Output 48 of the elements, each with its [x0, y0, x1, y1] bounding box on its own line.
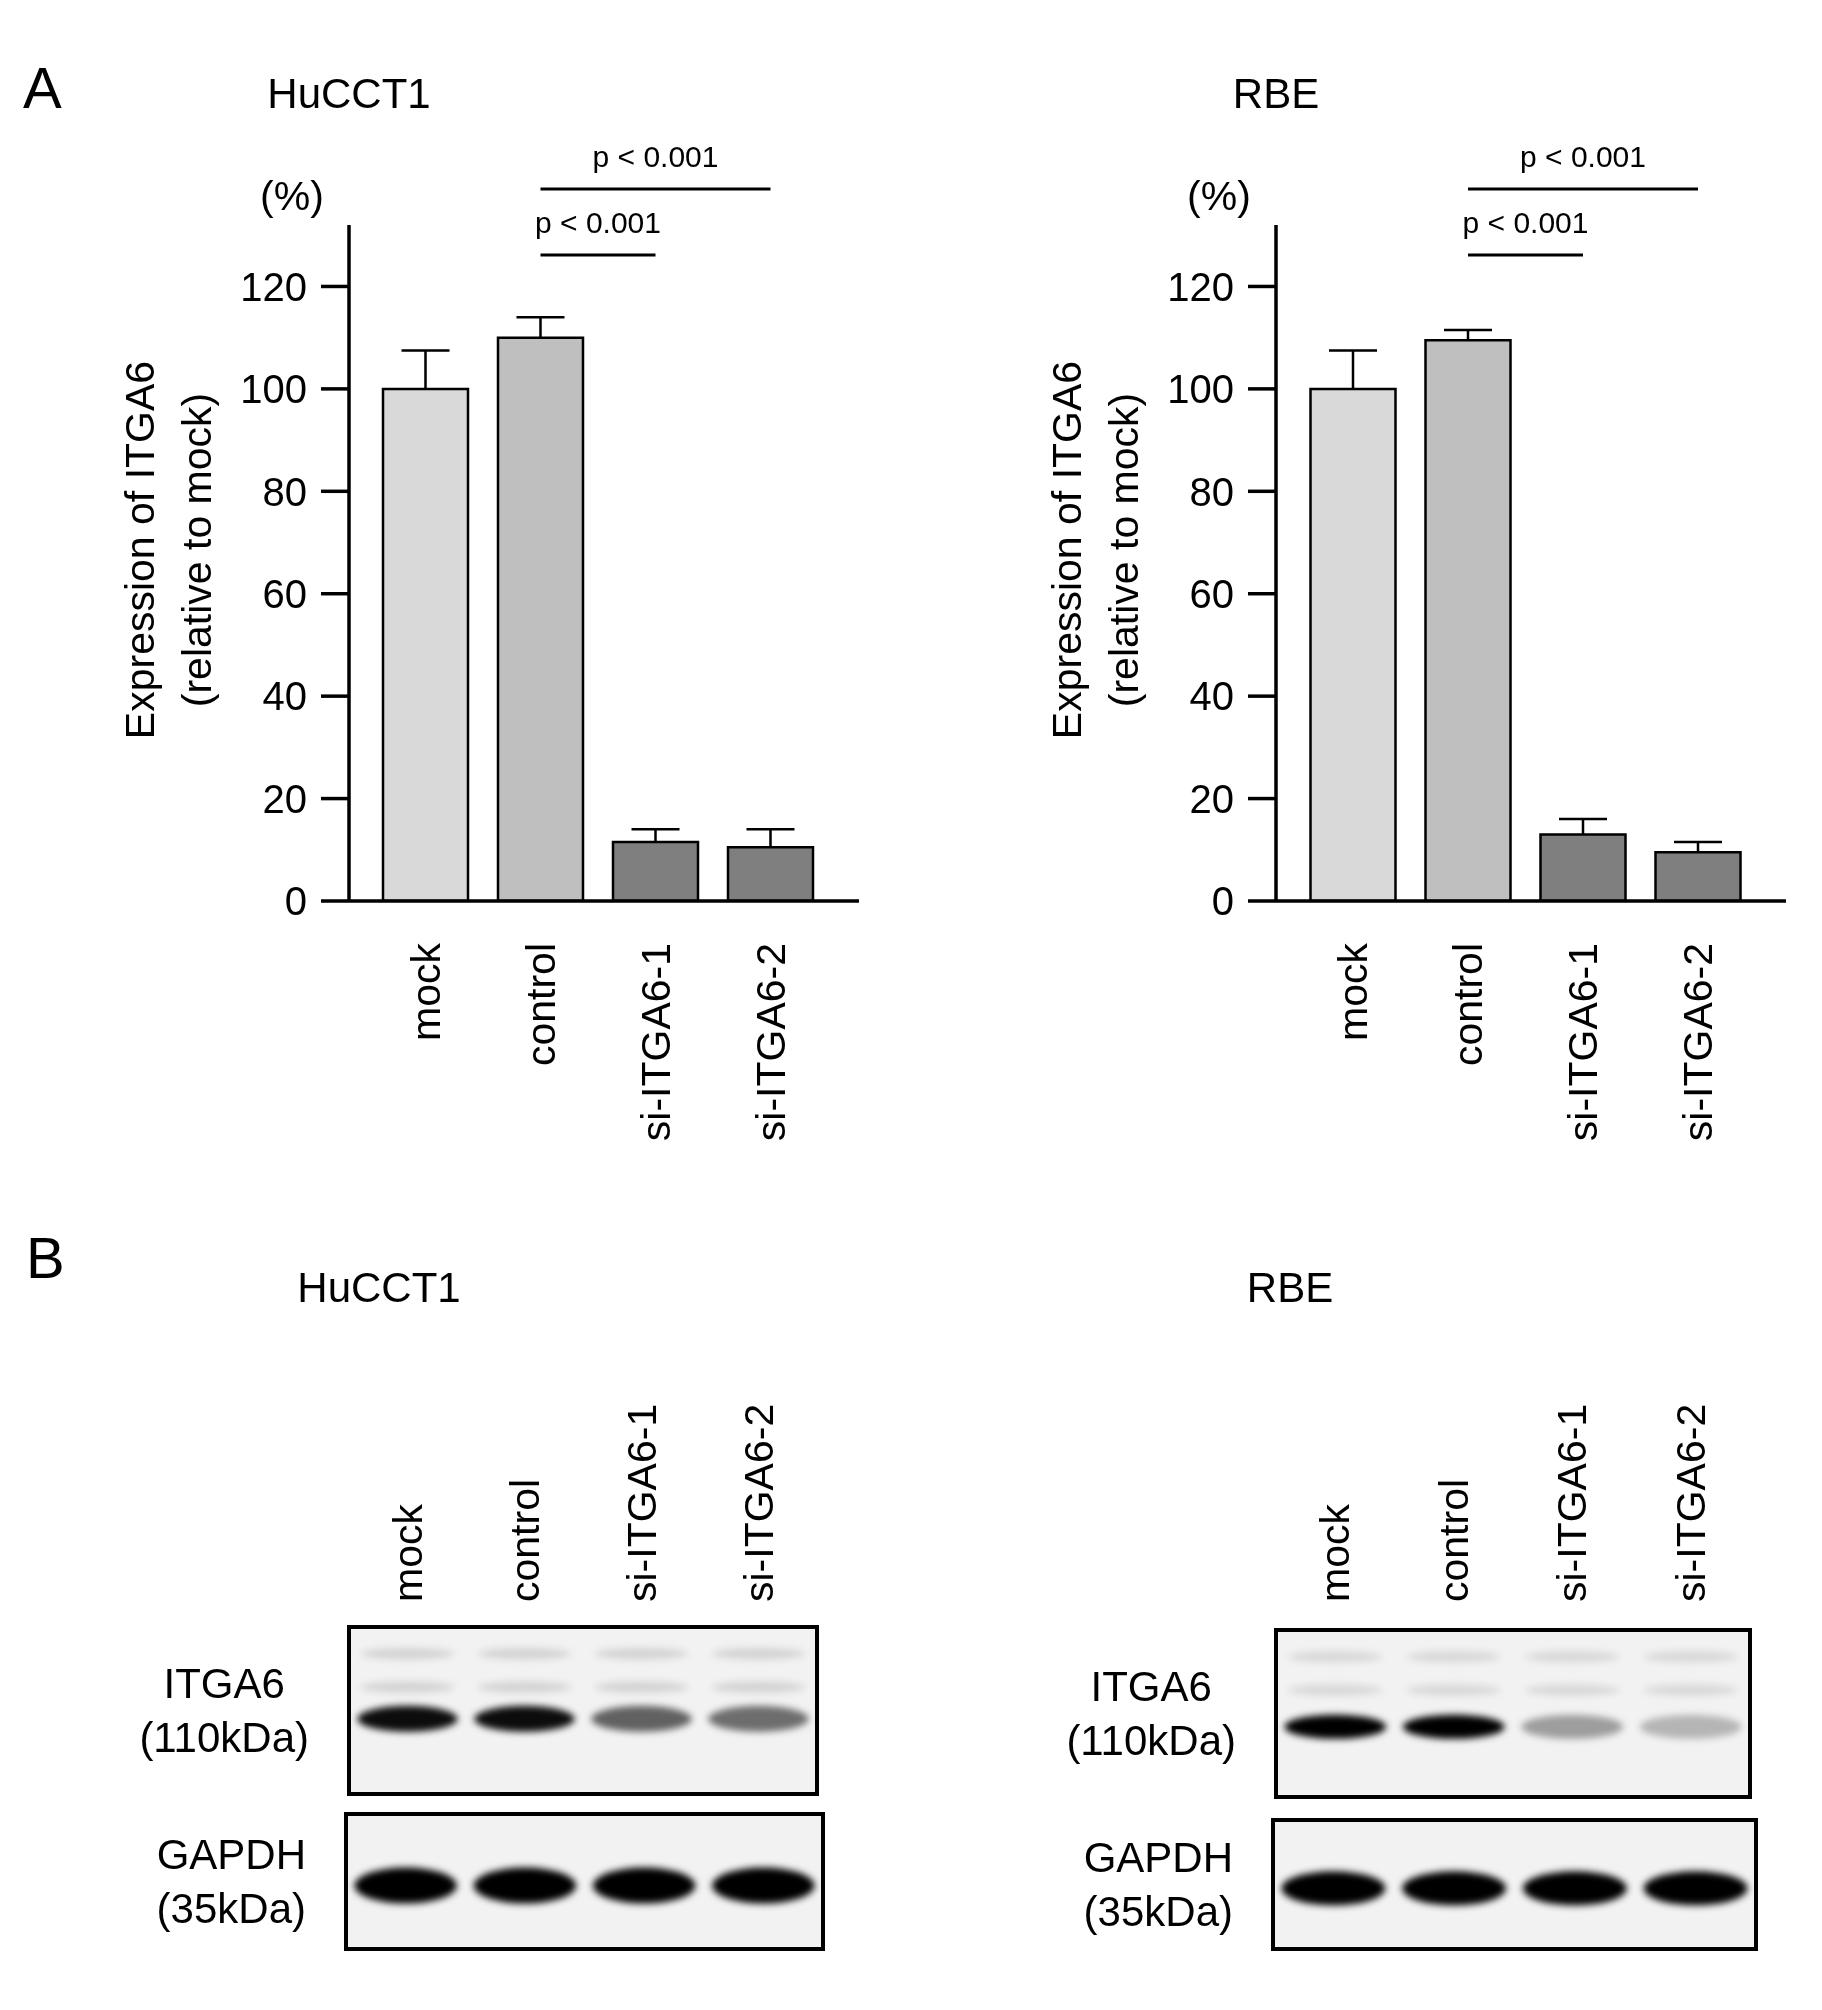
x-tick-label: si-ITGA6-2 [747, 943, 794, 1142]
y-tick-label: 20 [1189, 776, 1234, 821]
y-tick-label: 20 [262, 776, 307, 821]
category-label: si-ITGA6-1 [1549, 1403, 1596, 1602]
x-tick-label: si-ITGA6-2 [1675, 943, 1721, 1142]
category-label: si-ITGA6-1 [618, 1403, 665, 1602]
y-tick-label: 100 [240, 367, 307, 412]
x-tick-label: control [517, 943, 564, 1067]
x-tick-label: si-ITGA6-1 [1560, 943, 1606, 1142]
y-tick-label: 120 [1167, 264, 1234, 309]
chart-title: HuCCT1 [267, 69, 431, 117]
text: ITGA6 (110kDa) [139, 1658, 309, 1763]
category-label: control [501, 1478, 548, 1602]
text: RBE [1246, 1263, 1334, 1311]
y-tick-label: 80 [262, 469, 307, 514]
y-tick-label: 0 [284, 879, 307, 924]
x-tick-label: mock [402, 942, 449, 1041]
text: (%) [260, 173, 324, 219]
text: p < 0.001 [1520, 139, 1646, 173]
text: p < 0.001 [592, 139, 719, 173]
y-tick-label: 120 [240, 264, 307, 309]
category-label: si-ITGA6-2 [1667, 1403, 1714, 1602]
y-tick-label: 40 [1189, 674, 1234, 719]
y-axis-title: Expression of ITGA6 (relative to mock) [116, 360, 220, 740]
annotation: p < 0.001 [535, 205, 661, 239]
text: HuCCT1 [297, 1263, 461, 1311]
category-label: si-ITGA6-2 [735, 1403, 782, 1602]
y-tick-label: 80 [1189, 469, 1234, 514]
x-tick-label: si-ITGA6-1 [632, 943, 679, 1142]
y-tick-label: 60 [262, 571, 307, 616]
text: GAPDH (35kDa) [1083, 1832, 1233, 1937]
x-tick-label: mock [1330, 942, 1376, 1041]
chart-title: RBE [1232, 69, 1320, 117]
x-tick-label: control [1445, 943, 1491, 1067]
category-label: mock [384, 1503, 431, 1602]
y-tick-label: 40 [262, 674, 307, 719]
text: (%) [1187, 173, 1251, 219]
category-label: control [1430, 1478, 1477, 1602]
text: A [23, 55, 62, 120]
y-axis-title: Expression of ITGA6 (relative to mock) [1043, 360, 1147, 740]
text: B [26, 1225, 65, 1290]
annotation: p < 0.001 [1462, 205, 1589, 239]
category-label: mock [1312, 1503, 1359, 1602]
y-tick-label: 60 [1189, 571, 1234, 616]
y-tick-label: 100 [1167, 367, 1234, 412]
text: GAPDH (35kDa) [156, 1829, 306, 1934]
y-tick-label: 0 [1211, 879, 1234, 924]
text: ITGA6 (110kDa) [1066, 1661, 1236, 1766]
